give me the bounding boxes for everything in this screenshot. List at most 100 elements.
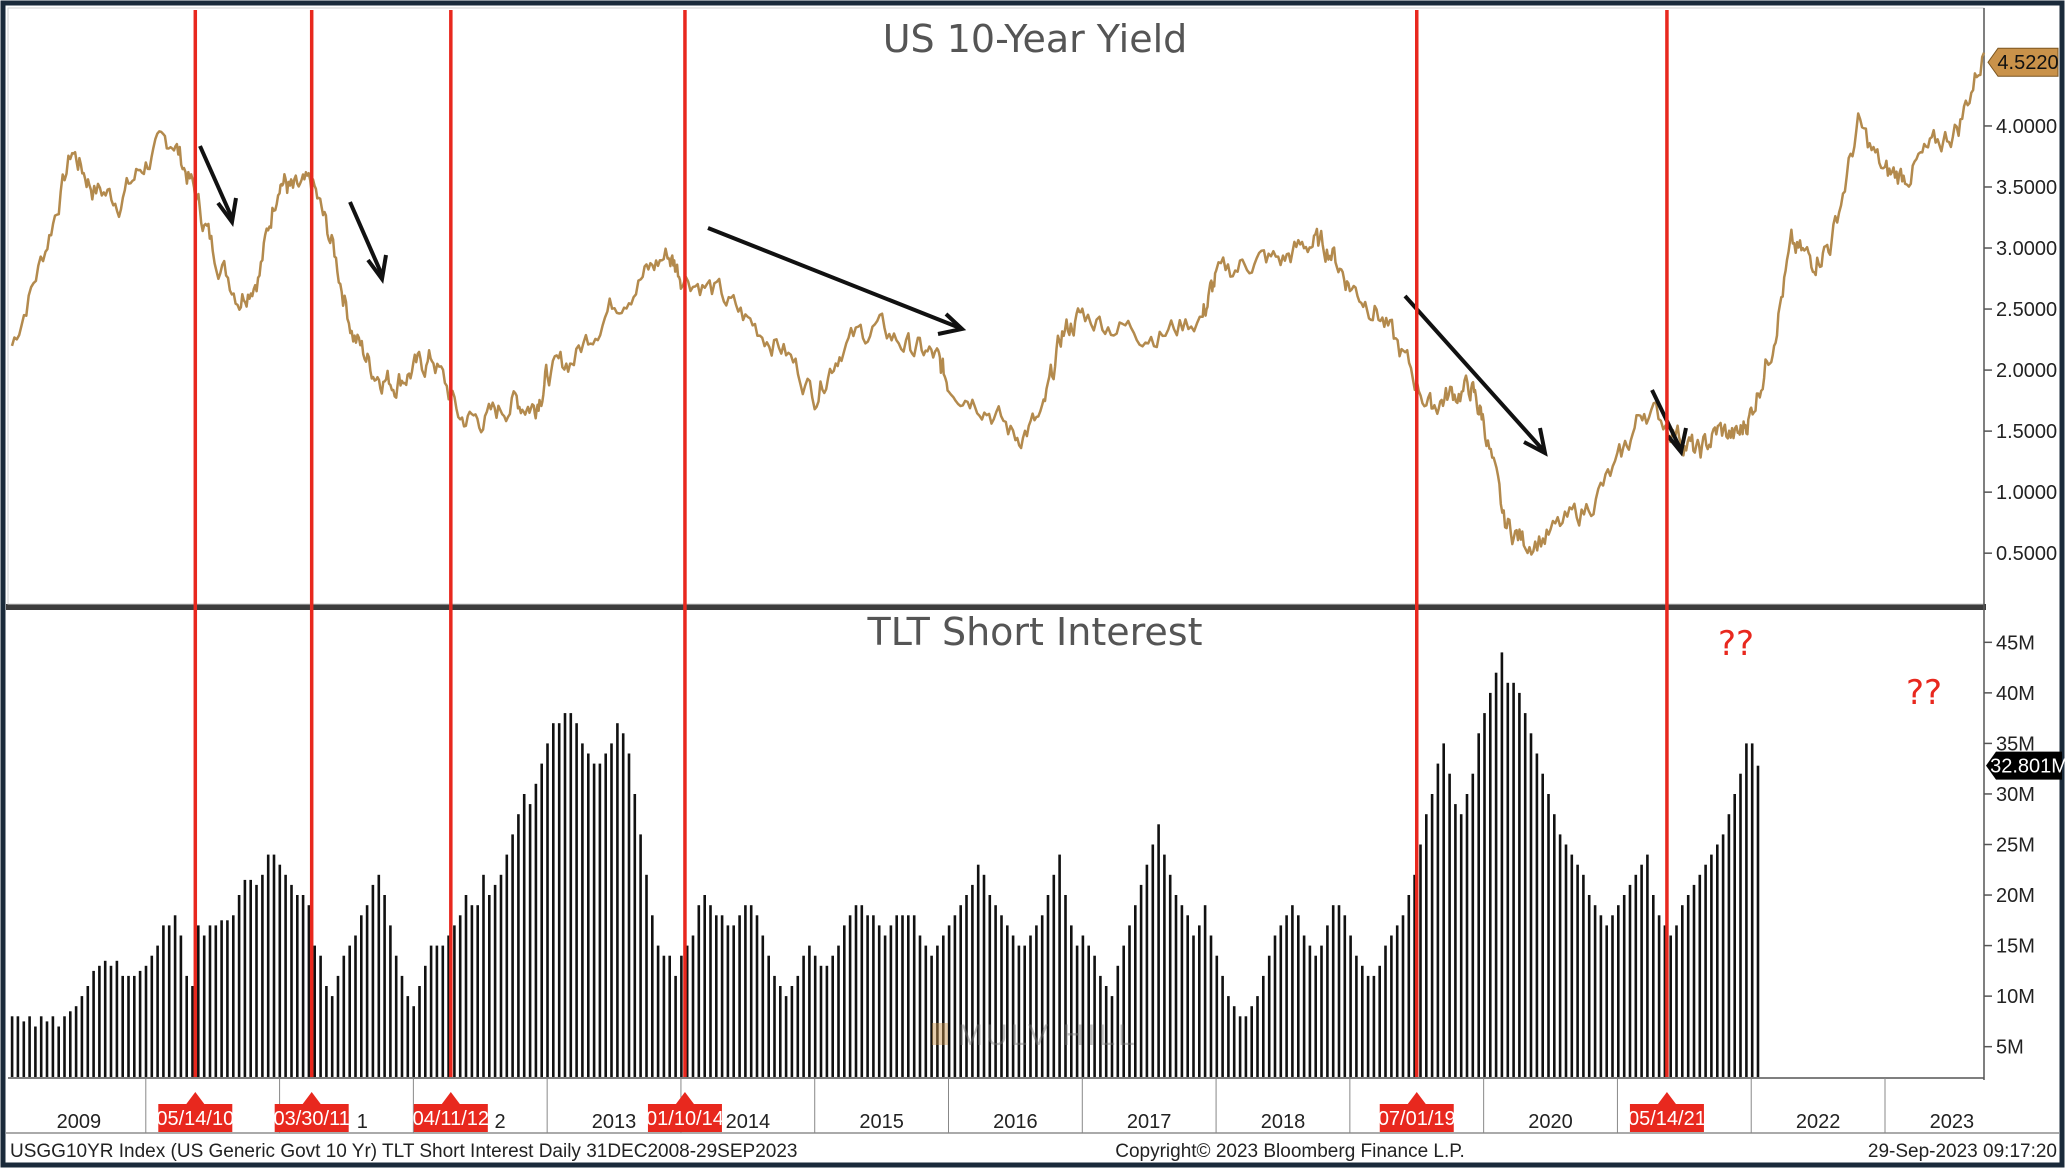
short-interest-bar — [220, 920, 223, 1077]
short-interest-bar — [441, 945, 445, 1077]
short-interest-bar — [1617, 905, 1620, 1077]
short-interest-bar — [953, 915, 957, 1077]
short-interest-bar — [831, 955, 834, 1077]
short-interest-bar — [278, 864, 282, 1077]
short-interest-bar — [1558, 834, 1562, 1077]
trend-arrow-2-head — [366, 254, 388, 284]
short-interest-bar — [325, 986, 328, 1077]
short-interest-bar — [1011, 935, 1015, 1077]
short-interest-bar — [621, 733, 625, 1077]
short-interest-bar — [150, 955, 154, 1077]
trend-arrows — [198, 145, 1688, 457]
short-interest-bar — [1622, 895, 1626, 1077]
short-interest-bar — [1343, 915, 1347, 1077]
short-interest-bar — [1116, 965, 1120, 1077]
short-interest-bar — [296, 895, 299, 1077]
short-interest-bar — [1180, 905, 1184, 1077]
short-interest-bar — [1349, 935, 1352, 1077]
trend-arrow-1 — [198, 145, 234, 219]
short-interest-bar — [790, 986, 794, 1077]
short-interest-bar — [552, 723, 555, 1077]
short-interest-bar — [1075, 945, 1079, 1077]
short-interest-bar — [1046, 895, 1050, 1077]
short-interest-bar — [1361, 965, 1364, 1077]
short-interest-bar — [784, 996, 788, 1077]
short-interest-y-tick-label: 35M — [1996, 733, 2035, 755]
short-interest-bar — [587, 753, 590, 1077]
short-interest-bar — [1547, 794, 1550, 1077]
short-interest-bar — [1000, 915, 1003, 1077]
short-interest-bar — [1256, 996, 1259, 1077]
yield-y-tick-label: 3.0000 — [1996, 238, 2057, 260]
short-interest-bar — [982, 874, 986, 1077]
short-interest-bar — [1285, 915, 1288, 1077]
short-interest-bar — [895, 915, 898, 1077]
short-interest-bar — [34, 1026, 37, 1077]
short-interest-bar — [1494, 672, 1498, 1077]
short-interest-bar — [837, 945, 840, 1077]
short-interest-bar — [1669, 935, 1672, 1077]
short-interest-bar — [592, 763, 596, 1077]
short-interest-bar — [557, 723, 561, 1077]
short-interest-bar — [1297, 915, 1300, 1077]
short-interest-bar — [173, 915, 177, 1077]
event-badge: 07/01/19 — [1378, 1092, 1456, 1132]
short-interest-bar — [942, 935, 945, 1077]
short-interest-bar — [499, 874, 503, 1077]
short-interest-bar — [429, 945, 433, 1077]
trend-arrow-5-head — [1666, 427, 1688, 457]
short-interest-bar — [1529, 733, 1533, 1077]
short-interest-y-tick-label: 25M — [1996, 835, 2035, 857]
short-interest-bar — [627, 753, 631, 1077]
short-interest-bar — [819, 965, 823, 1077]
short-interest-bar — [121, 975, 124, 1077]
short-interest-bar — [1599, 915, 1603, 1077]
short-interest-bar — [1384, 945, 1387, 1077]
short-interest-bar — [167, 925, 171, 1077]
event-badge: 05/14/21 — [1628, 1092, 1706, 1132]
short-interest-last-value-badge: 32.801M — [1986, 751, 2065, 780]
short-interest-bar — [1104, 986, 1108, 1077]
short-interest-bar — [813, 955, 817, 1077]
short-interest-bar — [505, 854, 509, 1077]
short-interest-bar — [1093, 955, 1096, 1077]
short-interest-y-ticks: 45M 40M 35M 30M 25M 20M 15M 10M 5M — [1984, 632, 2035, 1059]
short-interest-bar — [1675, 925, 1678, 1077]
short-interest-bar — [470, 905, 474, 1077]
short-interest-bar — [1244, 1016, 1248, 1077]
short-interest-bar — [1582, 874, 1585, 1077]
short-interest-bar — [854, 905, 858, 1077]
short-interest-bar — [63, 1016, 66, 1077]
short-interest-bar — [1425, 814, 1428, 1077]
short-interest-bar — [69, 1011, 72, 1077]
short-interest-bar — [22, 1021, 26, 1077]
short-interest-bar — [988, 895, 992, 1077]
event-badge-pointer — [1407, 1092, 1426, 1104]
short-interest-bar — [1750, 743, 1754, 1077]
short-interest-bar — [424, 965, 427, 1077]
short-interest-bar — [1419, 844, 1422, 1077]
short-interest-bar — [1163, 854, 1166, 1077]
short-interest-bar — [313, 945, 316, 1077]
short-interest-bar — [342, 955, 346, 1077]
short-interest-bar — [808, 945, 811, 1077]
short-interest-bar — [1721, 834, 1725, 1077]
short-interest-bar — [971, 884, 974, 1077]
x-tick-label: 2014 — [726, 1111, 771, 1133]
short-interest-bar — [377, 874, 381, 1077]
short-interest-bar — [1652, 895, 1655, 1077]
short-interest-bar — [872, 915, 875, 1077]
short-interest-bar — [133, 975, 136, 1077]
yield-last-value-label: 4.5220 — [1997, 52, 2058, 74]
short-interest-bar — [1151, 844, 1155, 1077]
short-interest-bar — [1232, 1006, 1236, 1077]
short-interest-bar — [936, 945, 939, 1077]
short-interest-bar — [1366, 975, 1370, 1077]
event-badges: 05/14/10 03/30/11 04/11/12 01/10/14 07/01/19… — [156, 1092, 1706, 1132]
x-tick-label: 2009 — [57, 1111, 102, 1133]
short-interest-bar — [598, 763, 602, 1077]
yield-panel: US 10-Year Yield 4.0000 3.5000 3.0000 2.500… — [10, 17, 2059, 565]
short-interest-bar — [354, 935, 357, 1077]
yield-y-tick-label: 1.5000 — [1996, 421, 2057, 443]
short-interest-bar — [226, 920, 229, 1077]
